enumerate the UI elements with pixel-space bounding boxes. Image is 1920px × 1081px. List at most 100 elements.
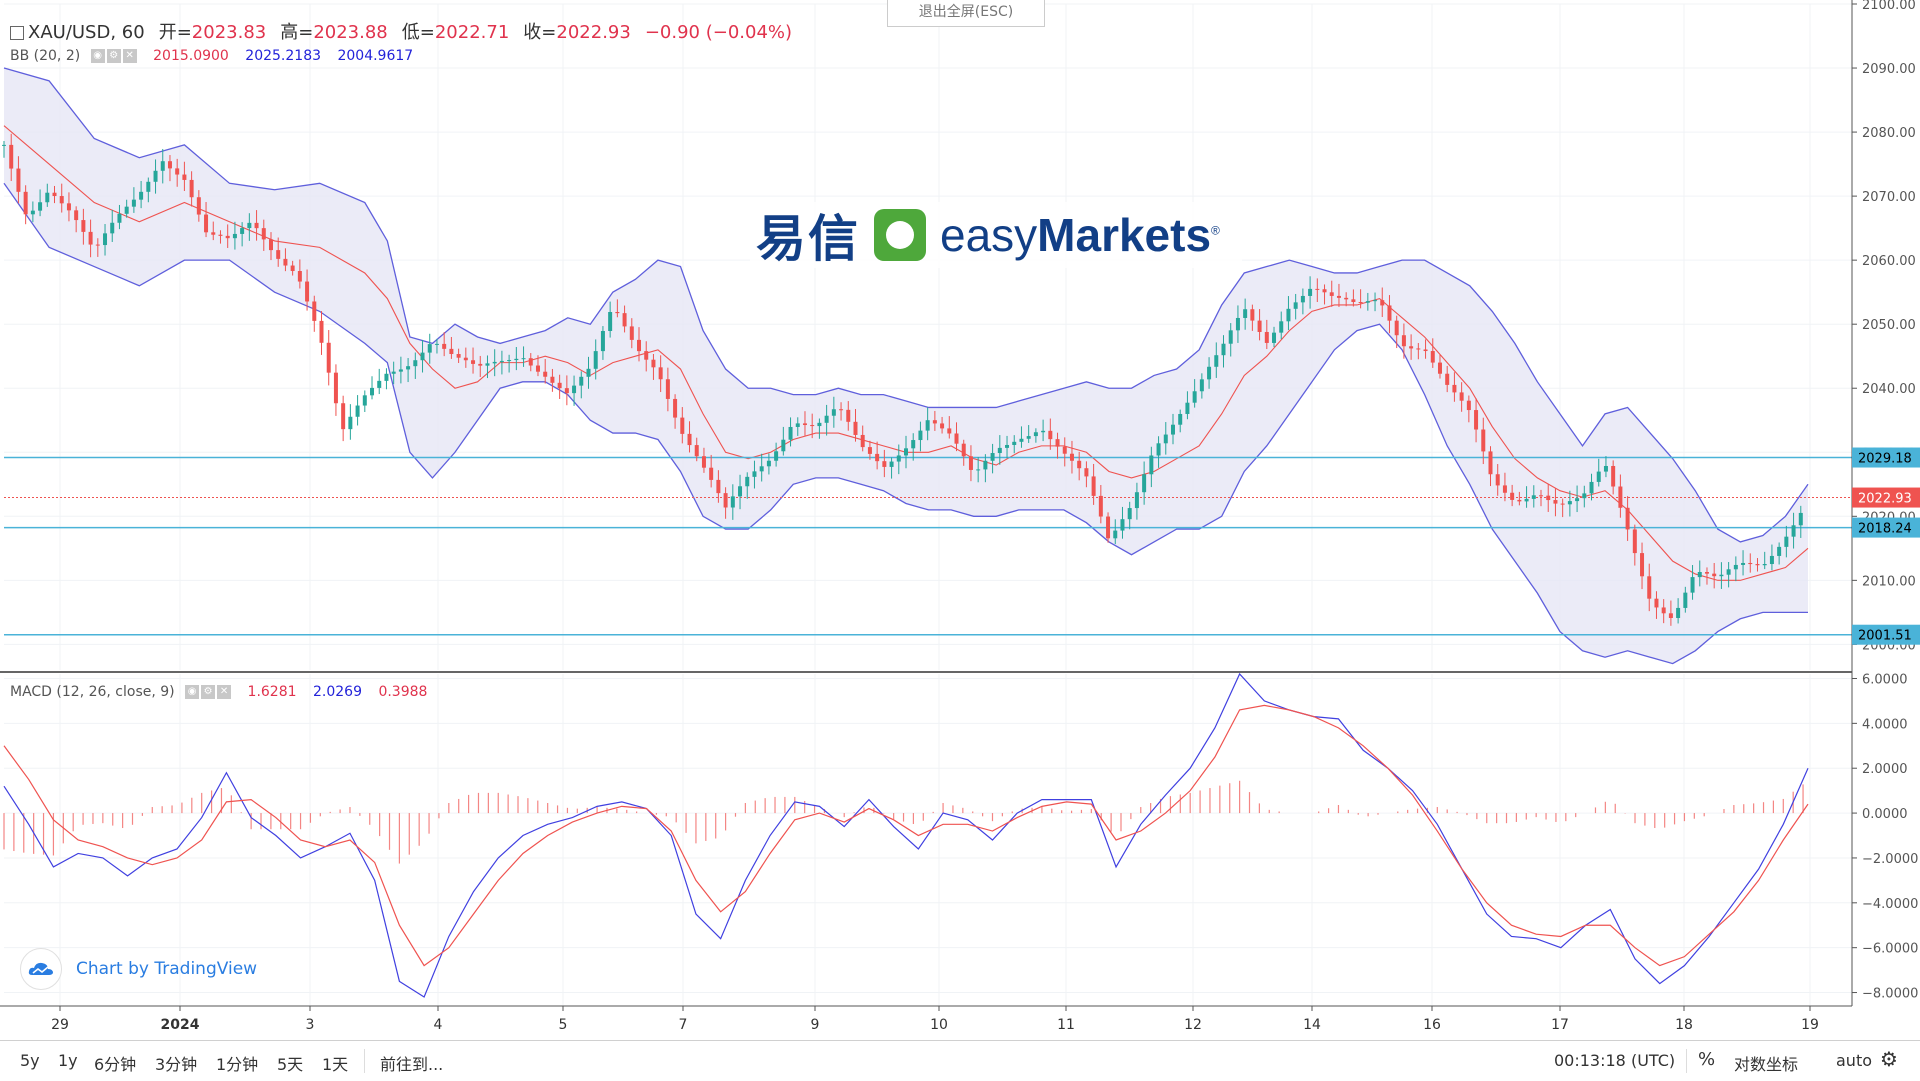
auto-scale-toggle[interactable]: auto bbox=[1836, 1051, 1873, 1070]
candle-body bbox=[586, 368, 591, 377]
range-5d[interactable]: 5天 bbox=[277, 1055, 304, 1074]
candle-body bbox=[1127, 508, 1132, 520]
candle-body bbox=[665, 379, 670, 399]
candle-body bbox=[1741, 562, 1746, 565]
change-value: −0.90 (−0.04%) bbox=[644, 22, 793, 43]
macd-label[interactable]: MACD (12, 26, close, 9) bbox=[10, 684, 175, 700]
candle-body bbox=[30, 210, 35, 215]
candle-body bbox=[1026, 436, 1031, 439]
candle-body bbox=[1264, 331, 1269, 343]
candle-body bbox=[16, 168, 21, 192]
candle-body bbox=[759, 466, 764, 472]
range-5y[interactable]: 5y bbox=[20, 1051, 40, 1070]
candle-body bbox=[1084, 468, 1089, 477]
range-1d[interactable]: 1天 bbox=[322, 1055, 349, 1074]
watermark-reg: ® bbox=[1211, 223, 1220, 238]
eye-icon[interactable]: ◉ bbox=[90, 49, 105, 63]
candle-body bbox=[240, 228, 245, 234]
candle-body bbox=[74, 210, 79, 221]
candle-body bbox=[297, 271, 302, 282]
clock-readout[interactable]: 00:13:18 (UTC) bbox=[1554, 1051, 1676, 1070]
candle-body bbox=[680, 417, 685, 434]
macd-line bbox=[3, 672, 1809, 998]
candle-body bbox=[1329, 292, 1334, 296]
range-6min[interactable]: 6分钟 bbox=[94, 1055, 137, 1074]
close-label: 收= bbox=[523, 22, 557, 43]
candle-body bbox=[853, 421, 858, 435]
candle-body bbox=[543, 371, 548, 377]
candle-body bbox=[795, 423, 800, 427]
candle-body bbox=[810, 425, 815, 427]
candle-body bbox=[1632, 529, 1637, 554]
candle-body bbox=[882, 461, 887, 467]
bb-lower-line bbox=[3, 182, 1808, 665]
time-tick-label: 2024 bbox=[161, 1017, 200, 1033]
candle-body bbox=[1546, 495, 1551, 501]
macd-tick-label: 0.0000 bbox=[1862, 807, 1908, 822]
candle-body bbox=[730, 496, 735, 508]
candle-body bbox=[333, 372, 338, 404]
candle-body bbox=[802, 423, 807, 426]
macd-value-1: 1.6281 bbox=[247, 684, 297, 700]
candle-body bbox=[932, 420, 937, 424]
bb-controls: ◉ ⚙ ✕ bbox=[90, 48, 139, 64]
candle-body bbox=[1373, 300, 1378, 302]
candle-body bbox=[867, 447, 872, 454]
macd-value-2: 2.0269 bbox=[313, 684, 362, 700]
candle-body bbox=[781, 439, 786, 452]
candle-body bbox=[904, 448, 908, 456]
candle-body bbox=[774, 451, 779, 461]
macd-tick-label: 4.0000 bbox=[1862, 717, 1908, 732]
candle-body bbox=[485, 363, 490, 366]
candle-body bbox=[398, 369, 403, 372]
exit-fullscreen-button[interactable]: 退出全屏(ESC) bbox=[887, 0, 1045, 27]
settings-icon[interactable]: ⚙ bbox=[201, 685, 216, 699]
candle-body bbox=[1575, 498, 1580, 502]
candle-body bbox=[341, 403, 346, 430]
eye-icon[interactable]: ◉ bbox=[185, 685, 200, 699]
range-1y[interactable]: 1y bbox=[58, 1051, 78, 1070]
price-level-label: 2001.51 bbox=[1858, 629, 1912, 644]
candle-body bbox=[110, 222, 115, 234]
log-scale-toggle[interactable]: 对数坐标 bbox=[1734, 1055, 1799, 1074]
price-tick-label: 2060.00 bbox=[1862, 254, 1916, 269]
candle-body bbox=[673, 398, 678, 418]
tradingview-credit[interactable]: Chart by TradingView bbox=[20, 948, 257, 990]
candle-body bbox=[1394, 320, 1399, 336]
settings-icon[interactable]: ⚙ bbox=[106, 49, 121, 63]
range-1min[interactable]: 1分钟 bbox=[216, 1055, 259, 1074]
candle-body bbox=[139, 191, 144, 200]
candle-body bbox=[1185, 402, 1190, 414]
price-tick-label: 2090.00 bbox=[1862, 62, 1916, 77]
goto-button[interactable]: 前往到... bbox=[380, 1055, 444, 1074]
candle-body bbox=[391, 371, 396, 374]
symbol-label[interactable]: XAU/USD, 60 bbox=[28, 22, 145, 43]
candle-body bbox=[608, 312, 613, 331]
price-level-label: 2022.93 bbox=[1858, 492, 1912, 507]
time-tick-label: 17 bbox=[1551, 1017, 1569, 1033]
candle-body bbox=[1553, 500, 1558, 504]
candle-body bbox=[59, 196, 64, 204]
percent-toggle[interactable]: % bbox=[1698, 1049, 1716, 1070]
candle-body bbox=[406, 366, 411, 370]
range-3min[interactable]: 3分钟 bbox=[155, 1055, 198, 1074]
time-tick-label: 14 bbox=[1303, 1017, 1321, 1033]
time-tick-label: 11 bbox=[1057, 1017, 1075, 1033]
close-icon[interactable]: ✕ bbox=[122, 49, 137, 63]
close-icon[interactable]: ✕ bbox=[217, 685, 232, 699]
price-tick-label: 2070.00 bbox=[1862, 190, 1916, 205]
candle-body bbox=[103, 233, 108, 246]
bb-label[interactable]: BB (20, 2) bbox=[10, 48, 81, 64]
collapse-icon[interactable] bbox=[10, 26, 24, 40]
candle-body bbox=[326, 342, 331, 373]
candle-body bbox=[1069, 453, 1074, 461]
candle-body bbox=[1719, 574, 1724, 577]
candle-body bbox=[232, 233, 237, 239]
candle-body bbox=[146, 181, 151, 192]
macd-tick-label: −2.0000 bbox=[1862, 852, 1918, 867]
candle-body bbox=[651, 359, 656, 368]
candle-body bbox=[629, 326, 634, 340]
candle-body bbox=[1784, 536, 1789, 547]
gear-icon[interactable]: ⚙ bbox=[1880, 1047, 1898, 1071]
